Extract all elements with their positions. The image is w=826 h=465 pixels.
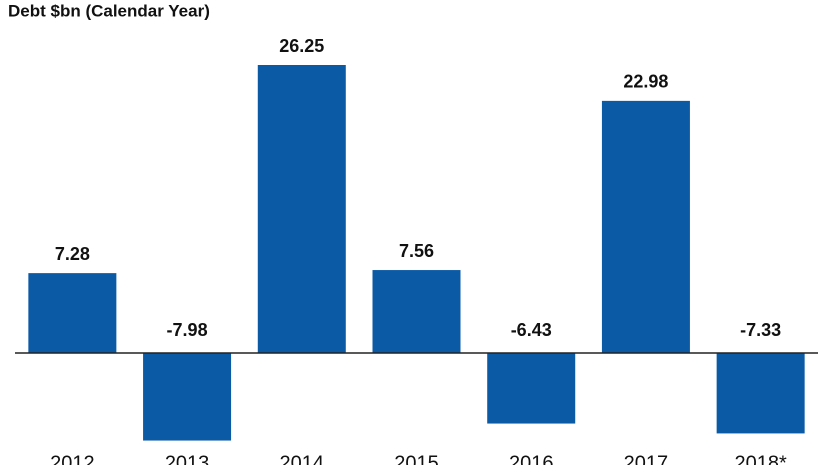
bar (372, 270, 461, 353)
x-tick-label: 2013 (165, 452, 210, 465)
value-label: -7.33 (740, 320, 781, 340)
bar (143, 353, 232, 441)
value-label: -6.43 (511, 320, 552, 340)
x-tick-label: 2016 (509, 452, 554, 465)
value-label: 7.28 (55, 244, 90, 264)
bar (601, 100, 690, 353)
x-tick-label: 2012 (50, 452, 95, 465)
value-label: -7.98 (167, 320, 208, 340)
bar (28, 273, 117, 353)
x-tick-label: 2015 (394, 452, 439, 465)
bar (487, 353, 576, 424)
x-tick-label: 2017 (624, 452, 669, 465)
bar (716, 353, 805, 434)
chart-title: Debt $bn (Calendar Year) (8, 1, 210, 20)
value-label: 22.98 (623, 72, 668, 92)
x-tick-label: 2018* (735, 452, 787, 465)
value-label: 26.25 (279, 36, 324, 56)
x-tick-label: 2014 (280, 452, 325, 465)
value-label: 7.56 (399, 241, 434, 261)
bar (257, 65, 346, 353)
